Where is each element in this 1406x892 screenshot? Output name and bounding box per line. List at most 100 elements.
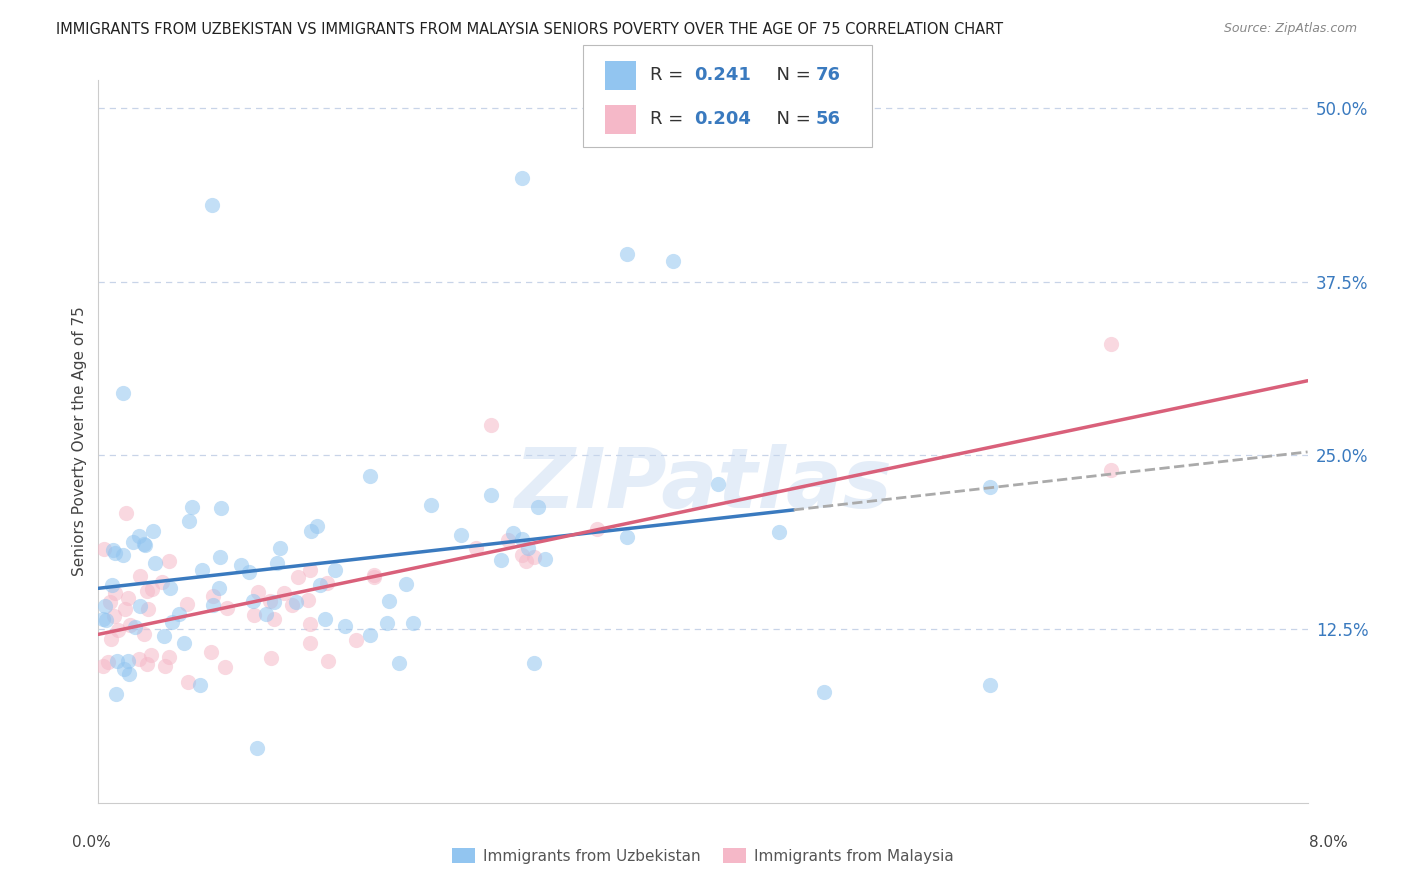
Point — [314, 612, 336, 626]
Point — [105, 654, 128, 668]
Point — [515, 553, 537, 567]
Point — [465, 541, 488, 555]
Point — [157, 554, 180, 568]
Point — [100, 632, 122, 646]
Point — [344, 632, 367, 647]
Point — [254, 607, 277, 621]
Point — [117, 591, 139, 606]
Point — [297, 592, 319, 607]
Point — [117, 667, 139, 681]
Point — [201, 590, 224, 604]
Point — [260, 650, 283, 665]
Point — [375, 615, 398, 630]
Point — [94, 613, 117, 627]
Point — [208, 581, 231, 595]
Point — [150, 574, 173, 589]
Point — [118, 618, 141, 632]
Point — [114, 602, 136, 616]
Point — [104, 586, 127, 600]
Point — [616, 530, 638, 544]
Point — [661, 253, 683, 268]
Text: N =: N = — [765, 111, 817, 128]
Point — [266, 556, 288, 570]
Point — [100, 578, 122, 592]
Point — [335, 619, 357, 633]
Point — [98, 595, 121, 609]
Point — [298, 617, 321, 632]
Point — [93, 542, 115, 557]
Point — [181, 500, 204, 514]
Text: 0.204: 0.204 — [695, 111, 751, 128]
Point — [299, 563, 322, 577]
Point — [134, 537, 156, 551]
Point — [141, 582, 163, 596]
Point — [115, 506, 138, 520]
Point — [160, 615, 183, 629]
Y-axis label: Seniors Poverty Over the Age of 75: Seniors Poverty Over the Age of 75 — [72, 307, 87, 576]
Point — [378, 594, 401, 608]
Point — [287, 570, 309, 584]
Point — [188, 678, 211, 692]
Point — [360, 628, 382, 642]
Point — [157, 650, 180, 665]
Point — [117, 654, 139, 668]
Point — [177, 675, 200, 690]
Text: 56: 56 — [815, 111, 841, 128]
Text: R =: R = — [650, 111, 689, 128]
Point — [238, 566, 260, 580]
Point — [1099, 463, 1122, 477]
Point — [269, 541, 291, 556]
Text: 76: 76 — [815, 66, 841, 84]
Point — [315, 575, 337, 590]
Point — [191, 563, 214, 577]
Point — [517, 541, 540, 555]
Point — [134, 627, 156, 641]
Text: 0.0%: 0.0% — [72, 836, 111, 850]
Text: 0.241: 0.241 — [695, 66, 751, 84]
Point — [104, 546, 127, 560]
Point — [128, 529, 150, 543]
Point — [103, 608, 125, 623]
Text: 8.0%: 8.0% — [1309, 836, 1348, 850]
Point — [121, 534, 143, 549]
Point — [208, 549, 231, 564]
Point — [143, 556, 166, 570]
Point — [246, 741, 269, 756]
Point — [201, 198, 224, 212]
Point — [136, 583, 159, 598]
Point — [243, 607, 266, 622]
Point — [363, 570, 385, 584]
Legend: Immigrants from Uzbekistan, Immigrants from Malaysia: Immigrants from Uzbekistan, Immigrants f… — [453, 847, 953, 863]
Point — [153, 659, 176, 673]
Point — [124, 620, 146, 634]
Point — [309, 578, 332, 592]
Text: Source: ZipAtlas.com: Source: ZipAtlas.com — [1223, 22, 1357, 36]
Point — [489, 553, 512, 567]
Point — [523, 656, 546, 670]
Point — [139, 648, 162, 662]
Point — [298, 635, 321, 649]
Point — [402, 616, 425, 631]
Point — [200, 645, 222, 659]
Point — [97, 655, 120, 669]
Point — [301, 524, 323, 538]
Text: N =: N = — [765, 66, 817, 84]
Point — [229, 558, 252, 573]
Point — [153, 629, 176, 643]
Point — [481, 488, 503, 502]
Point — [91, 658, 114, 673]
Point — [101, 543, 124, 558]
Point — [246, 584, 269, 599]
Point — [111, 548, 134, 562]
Text: R =: R = — [650, 66, 689, 84]
Point — [128, 599, 150, 614]
Point — [1099, 337, 1122, 351]
Point — [167, 607, 190, 622]
Point — [159, 581, 181, 595]
Point — [176, 598, 198, 612]
Point — [510, 549, 533, 563]
Point — [510, 532, 533, 546]
Point — [111, 386, 134, 401]
Point — [768, 524, 790, 539]
Point — [209, 501, 232, 516]
